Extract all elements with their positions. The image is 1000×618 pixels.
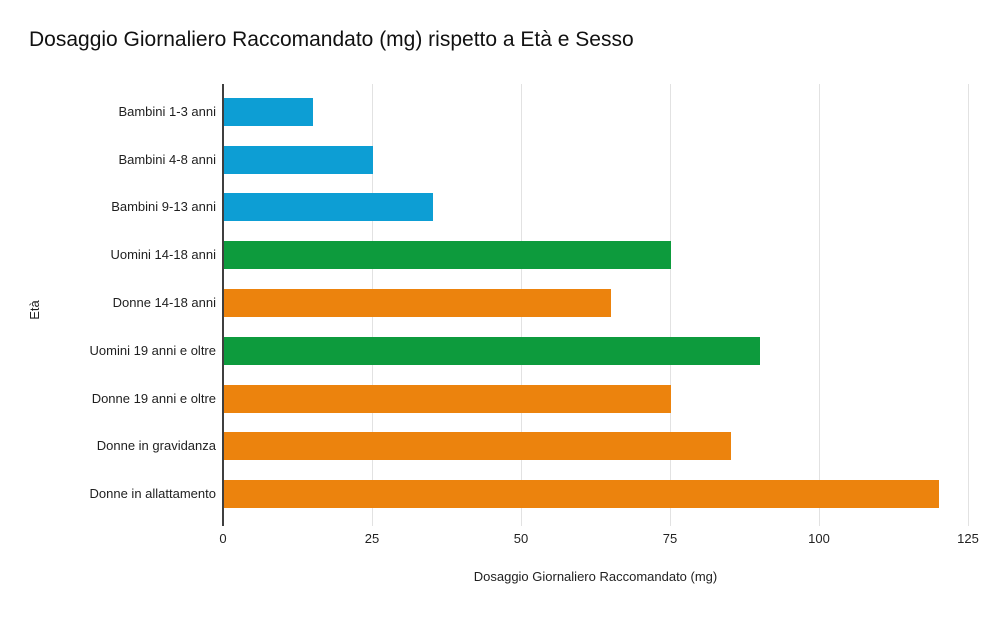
gridline-125 — [968, 84, 969, 526]
bar-9 — [224, 480, 940, 509]
y-axis-line — [222, 84, 224, 526]
category-label-2: Bambini 4-8 anni — [118, 151, 216, 167]
x-tick-label-25: 25 — [364, 531, 380, 546]
bar-7 — [224, 384, 671, 413]
x-tick-label-75: 75 — [662, 531, 678, 546]
bar-6 — [224, 336, 761, 365]
category-label-3: Bambini 9-13 anni — [111, 199, 216, 215]
bar-1 — [224, 97, 314, 126]
x-tick-label-125: 125 — [957, 531, 979, 546]
bar-8 — [224, 432, 731, 461]
gridline-75 — [670, 84, 671, 526]
bar-2 — [224, 145, 373, 174]
x-tick-label-0: 0 — [219, 531, 227, 546]
x-axis-title: Dosaggio Giornaliero Raccomandato (mg) — [473, 569, 718, 584]
x-tick-label-100: 100 — [808, 531, 830, 546]
category-label-1: Bambini 1-3 anni — [118, 103, 216, 119]
bar-4 — [224, 241, 671, 270]
y-axis-title: Età — [27, 300, 42, 320]
category-label-4: Uomini 14-18 anni — [110, 247, 216, 263]
category-label-9: Donne in allattamento — [89, 486, 216, 502]
plot-area: 0 25 50 75 100 125 Bambini 1-3 anni Bambini 4-8… — [90, 84, 979, 546]
bar-3 — [224, 193, 433, 222]
category-label-7: Donne 19 anni e oltre — [91, 390, 216, 406]
category-label-8: Donne in gravidanza — [96, 438, 216, 454]
gridline-100 — [819, 84, 820, 526]
chart-title: Dosaggio Giornaliero Raccomandato (mg) r… — [29, 28, 634, 51]
category-label-6: Uomini 19 anni e oltre — [89, 342, 216, 358]
bar-5 — [224, 289, 612, 317]
x-tick-label-50: 50 — [513, 531, 529, 546]
category-label-5: Donne 14-18 anni — [112, 295, 216, 310]
